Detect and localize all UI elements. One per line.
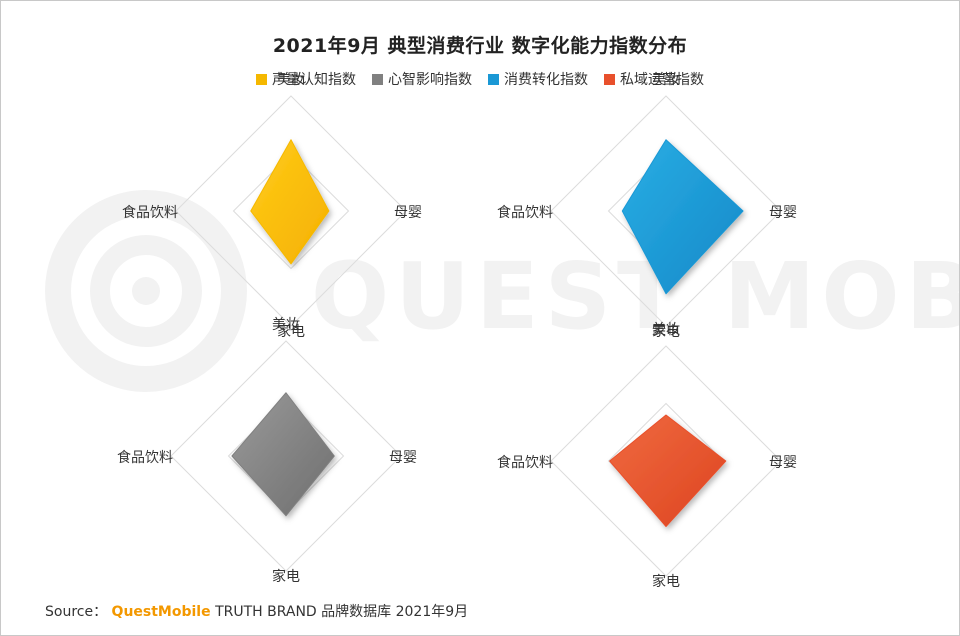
radar-axis-label: 家电: [272, 568, 300, 585]
legend: 声量认知指数 心智影响指数 消费转化指数 私域运营指数: [1, 69, 959, 89]
legend-item: 声量认知指数: [256, 69, 356, 89]
legend-label: 消费转化指数: [504, 72, 588, 88]
radar-axis-label: 美妆: [652, 322, 680, 338]
radar-axis-label: 美妆: [652, 72, 680, 88]
legend-label: 心智影响指数: [388, 72, 472, 88]
radar-axis-label: 食品饮料: [122, 204, 178, 221]
source-prefix: Source：: [45, 604, 108, 620]
radar-axis-label: 家电: [652, 323, 680, 340]
radar-axis-label: 美妆: [272, 317, 300, 333]
radar-axis-label: 母婴: [769, 205, 797, 221]
chart-title: 2021年9月 典型消费行业 数字化能力指数分布: [272, 35, 688, 57]
radar-grid: [170, 340, 402, 572]
radar-axis-label: 母婴: [389, 450, 417, 466]
radar-axis-label: 美妆: [277, 72, 305, 88]
legend-label: 声量认知指数: [272, 72, 356, 88]
radar-grid: [550, 345, 782, 577]
radar-axis-label: 家电: [277, 323, 305, 340]
radar-axis-label: 食品饮料: [497, 454, 553, 471]
radar-grid: [232, 152, 350, 270]
source-note: Source： QuestMobile TRUTH BRAND 品牌数据库 20…: [45, 601, 468, 621]
legend-label: 私域运营指数: [620, 72, 704, 88]
radar-axis-label: 食品饮料: [497, 204, 553, 221]
radar-axis-label: 食品饮料: [117, 449, 173, 466]
legend-item: 心智影响指数: [372, 69, 472, 89]
radar-axis-label: 母婴: [769, 455, 797, 471]
legend-item: 消费转化指数: [488, 69, 588, 89]
legend-swatch-red: [604, 73, 615, 85]
radar-axis-label: 家电: [652, 573, 680, 590]
radar-grid: [175, 95, 407, 327]
radar-axis-label: 母婴: [394, 205, 422, 221]
radar-area: [621, 139, 744, 295]
source-suffix: TRUTH BRAND 品牌数据库 2021年9月: [215, 604, 469, 620]
legend-swatch-gray: [372, 73, 383, 85]
legend-swatch-blue: [488, 73, 499, 85]
radar-grid: [550, 95, 782, 327]
legend-item: 私域运营指数: [604, 69, 704, 89]
radar-area: [609, 414, 727, 528]
radar-area: [250, 139, 330, 265]
source-brand: QuestMobile: [111, 604, 211, 620]
legend-swatch-yellow: [256, 73, 267, 85]
radar-area: [231, 392, 335, 517]
